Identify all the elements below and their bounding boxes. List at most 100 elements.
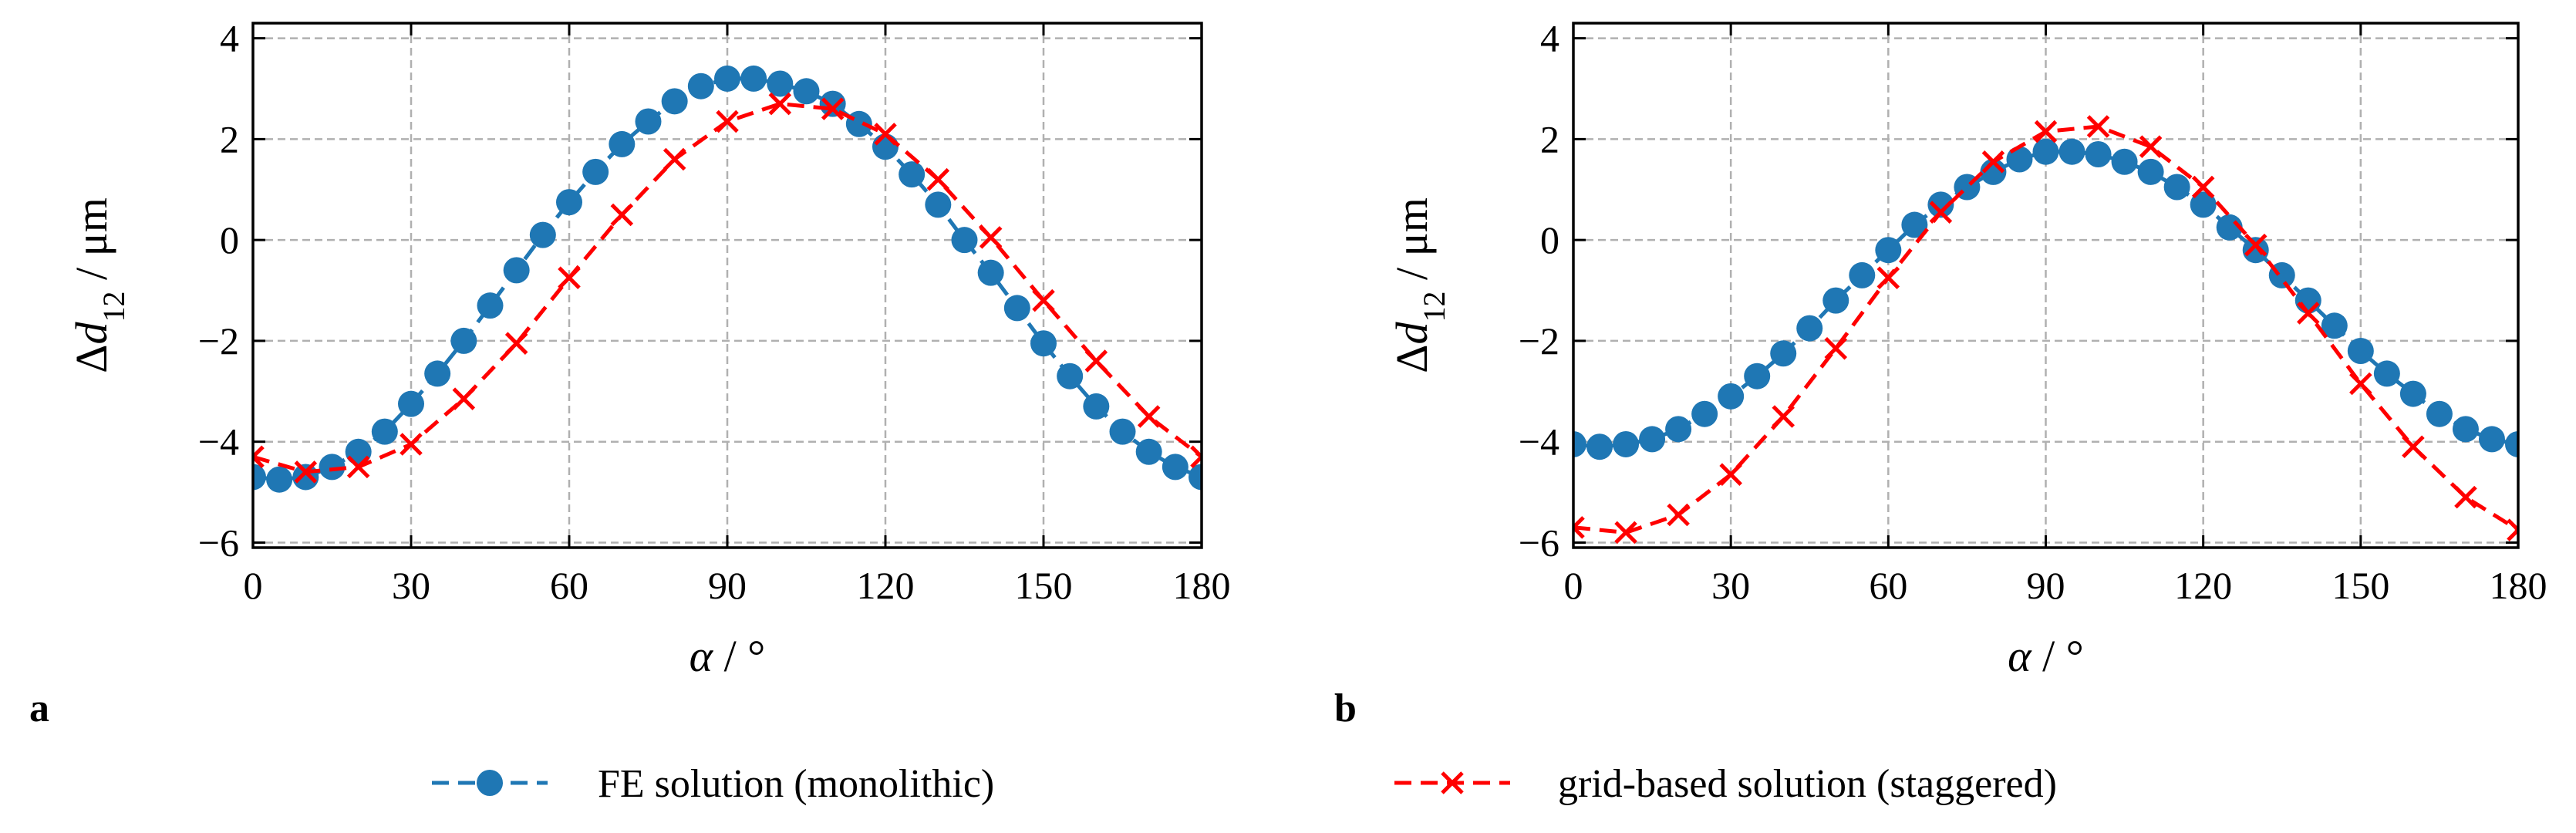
- fe-data-point: [1162, 454, 1189, 481]
- panel-label: b: [1334, 686, 1357, 730]
- grid-data-point: [1667, 503, 1690, 527]
- grid-data-point: [1981, 150, 2005, 174]
- fe-data-point: [266, 466, 293, 493]
- grid-data-point-stroke-b: [874, 123, 897, 146]
- grid-data-point: [253, 445, 265, 469]
- fe-data-point: [2294, 287, 2321, 314]
- fe-data-point: [793, 78, 820, 105]
- x-tick-label: 180: [1173, 564, 1231, 607]
- grid-data-point-stroke-b: [400, 433, 423, 456]
- grid-data-point-stroke-b: [2034, 120, 2058, 143]
- fe-data-point: [1665, 416, 1692, 443]
- y-tick-label: 4: [1540, 17, 1559, 60]
- x-tick-label: 0: [1564, 564, 1583, 607]
- legend-grid-marker: [1441, 771, 1464, 794]
- fe-data-point: [635, 108, 662, 135]
- fe-data-point: [925, 191, 952, 218]
- grid-data-point: [1614, 521, 1637, 545]
- grid-data-point-stroke-b: [1667, 503, 1690, 527]
- legend-grid-label: grid-based solution (staggered): [1558, 762, 2057, 806]
- grid-data-point-stroke-b: [1137, 405, 1161, 428]
- grid-data-point: [2507, 518, 2518, 541]
- y-tick-label: −6: [1519, 521, 1559, 564]
- fe-data-point: [398, 390, 424, 417]
- fe-data-point: [253, 464, 266, 491]
- fe-data-point: [2426, 400, 2453, 427]
- grid-data-point-stroke-b: [1614, 521, 1637, 545]
- grid-data-point-stroke-b: [2086, 115, 2110, 138]
- fe-data-point: [951, 227, 978, 254]
- grid-data-point: [1876, 266, 1900, 289]
- grid-data-point: [294, 460, 318, 484]
- x-tick-label: 60: [550, 564, 588, 607]
- grid-data-point-stroke-b: [1719, 463, 1742, 486]
- grid-data-point-stroke-b: [610, 203, 634, 227]
- fe-data-point: [1770, 340, 1797, 367]
- fe-data-point: [1003, 295, 1030, 322]
- grid-data-point: [452, 387, 476, 410]
- panel-b: 0 30 60 90 120 150 180 −6 −4 −2 0 2 4 α / ° Δd12 / μm b: [1334, 17, 2547, 730]
- fe-data-point: [1691, 400, 1718, 427]
- grid-data-point: [1719, 463, 1742, 486]
- y-tick-label: −2: [1519, 319, 1559, 363]
- grid-data-point: [1824, 336, 1848, 360]
- fe-data-point: [1639, 426, 1666, 453]
- legend-fe-label: FE solution (monolithic): [598, 762, 994, 806]
- grid-data-point: [2191, 175, 2215, 199]
- y-tick-label: 2: [1540, 117, 1559, 160]
- grid-data-point-stroke-b: [716, 110, 739, 133]
- fe-data-point: [1796, 315, 1823, 342]
- fe-data-point: [2190, 191, 2217, 218]
- grid-data-point: [1137, 405, 1161, 428]
- plot-area: [253, 65, 1202, 493]
- grid-data-point-stroke-b: [1084, 349, 1108, 373]
- grid-data-point-stroke-b: [821, 97, 845, 120]
- y-tick-label: −4: [198, 420, 239, 464]
- grid-data-point-stroke-a: [2507, 518, 2518, 533]
- x-axis-label: α / °: [690, 631, 766, 681]
- grid-data-point-stroke-b: [1824, 336, 1848, 360]
- grid-data-point-stroke-b: [346, 455, 370, 479]
- grid-data-point-stroke-b: [663, 147, 686, 171]
- x-tick-label: 180: [2490, 564, 2547, 607]
- fe-data-point: [2111, 148, 2138, 175]
- fe-data-point: [556, 189, 582, 216]
- grid-data-point: [504, 332, 528, 355]
- grid-data-point-stroke-b: [2297, 302, 2320, 325]
- fe-data-point: [1083, 393, 1110, 420]
- y-axis-label: Δd12 / μm: [1387, 197, 1452, 373]
- fe-data-point: [2006, 146, 2033, 173]
- fe-data-point: [2321, 312, 2348, 339]
- grid-data-point-stroke-b: [452, 387, 476, 410]
- grid-data-point-stroke-b: [1573, 516, 1585, 531]
- grid-data-point-stroke-b: [504, 332, 528, 355]
- x-tick-label: 90: [708, 564, 747, 607]
- grid-data-point-stroke-b: [1032, 288, 1055, 312]
- fe-data-point: [1849, 261, 1876, 288]
- grid-data-point: [716, 110, 739, 133]
- grid-data-point: [2034, 120, 2058, 143]
- grid-data-point: [1084, 349, 1108, 373]
- fe-data-point: [2399, 380, 2426, 407]
- panel-a: 0 30 60 90 120 150 180 −6 −4 −2 0 2 4 α / ° Δd12 / μm a: [29, 17, 1231, 730]
- x-tick-label: 150: [2332, 564, 2389, 607]
- fe-data-point: [661, 88, 688, 115]
- legend-grid-x: [1441, 771, 1464, 794]
- fe-data-point: [1030, 330, 1057, 357]
- x-tick-label: 90: [2027, 564, 2065, 607]
- grid-data-point-stroke-b: [2507, 527, 2518, 541]
- fe-data-point: [1901, 211, 1928, 238]
- grid-data-point: [768, 92, 792, 116]
- fe-data-point: [2058, 138, 2085, 165]
- fe-data-point: [529, 221, 556, 248]
- panel-label: a: [29, 686, 49, 730]
- grid-data-point: [2349, 372, 2372, 396]
- fe-data-point: [767, 70, 794, 97]
- grid-data-point: [558, 266, 581, 289]
- y-tick-label: 2: [220, 117, 239, 160]
- x-axis-label: α / °: [2008, 631, 2084, 681]
- grid-data-point: [1032, 288, 1055, 312]
- x-tick-label: 120: [857, 564, 915, 607]
- grid-data-point: [1929, 201, 1953, 224]
- grid-data-point: [610, 203, 634, 227]
